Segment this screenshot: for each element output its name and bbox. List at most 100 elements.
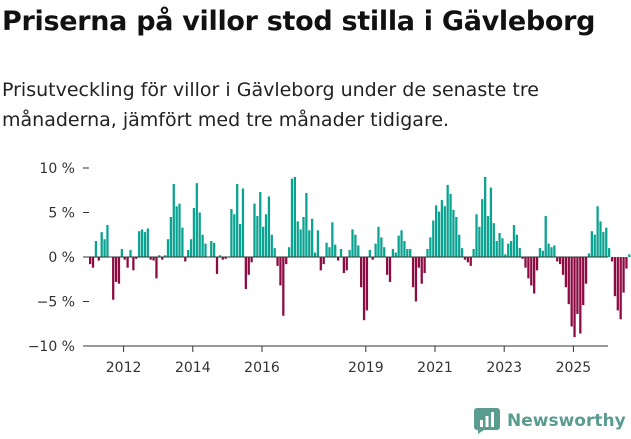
bar <box>426 248 429 257</box>
bar <box>224 257 227 259</box>
newsworthy-logo-icon <box>474 408 500 434</box>
bar <box>132 257 135 271</box>
bar <box>538 248 542 257</box>
x-tick-label: 2014 <box>175 360 211 376</box>
bar <box>345 257 348 271</box>
bar <box>267 196 271 257</box>
bar <box>143 232 147 257</box>
bar <box>608 248 611 257</box>
bar <box>486 216 490 257</box>
bar <box>391 248 395 257</box>
bar <box>435 205 438 257</box>
bar <box>605 227 608 257</box>
bar <box>360 257 363 288</box>
bar <box>567 257 570 305</box>
bar <box>509 240 513 257</box>
bar <box>161 257 164 260</box>
bar <box>524 257 527 268</box>
bar <box>103 239 106 257</box>
y-tick-label: 0 % <box>48 250 75 266</box>
bar <box>443 206 446 257</box>
bar <box>351 229 354 257</box>
bar <box>394 252 397 257</box>
bar <box>429 237 432 257</box>
bar <box>230 208 233 257</box>
bar-chart: 10 % 5 % 0 % −5 % −10 % 2012 2014 2016 2019 2021… <box>28 161 631 376</box>
bar <box>507 243 510 257</box>
bar <box>342 257 346 274</box>
x-tick-label: 2012 <box>106 360 142 376</box>
bar <box>440 200 444 257</box>
bar <box>625 257 628 269</box>
bar <box>628 254 631 257</box>
bar <box>570 257 573 327</box>
x-tick-label: 2023 <box>486 360 522 376</box>
bar <box>475 214 478 257</box>
bar <box>406 248 409 257</box>
bar <box>114 257 118 282</box>
bar <box>204 243 207 257</box>
bar <box>163 255 167 257</box>
bar <box>489 187 493 257</box>
bar <box>270 234 273 257</box>
bar <box>189 239 193 257</box>
bar <box>184 257 187 262</box>
bar <box>458 234 461 257</box>
bar <box>498 232 501 257</box>
bar <box>166 239 170 257</box>
bar <box>313 252 317 257</box>
bar <box>449 193 452 257</box>
bar <box>311 218 314 257</box>
bars-group <box>89 176 631 338</box>
bar <box>388 257 392 282</box>
bar <box>409 248 412 257</box>
x-tick-label: 2025 <box>556 360 592 376</box>
bar <box>250 257 253 263</box>
bar <box>501 238 504 257</box>
bar <box>512 224 516 257</box>
bar <box>619 257 622 320</box>
bar <box>561 257 565 275</box>
bar <box>365 257 369 311</box>
bar <box>371 257 374 260</box>
bar <box>481 199 484 257</box>
bar <box>146 228 149 257</box>
bar <box>556 257 559 262</box>
bar <box>198 212 201 257</box>
brand-name: Newsworthy <box>507 411 626 431</box>
bar <box>550 247 553 257</box>
bar <box>325 242 328 257</box>
bar <box>533 257 536 294</box>
bar <box>322 257 325 265</box>
bar <box>541 250 544 257</box>
bar <box>262 226 265 257</box>
bar <box>599 221 602 257</box>
bar <box>155 257 158 279</box>
bar <box>420 257 423 284</box>
bar <box>158 255 161 257</box>
bar <box>478 226 481 257</box>
bar <box>466 257 469 263</box>
bar <box>547 243 550 257</box>
bar <box>106 224 109 257</box>
bar <box>276 257 279 266</box>
bar <box>377 226 380 257</box>
bar <box>273 248 276 257</box>
bar <box>264 214 268 257</box>
bar <box>446 184 449 257</box>
bar <box>400 230 403 257</box>
bar <box>299 229 302 257</box>
bar <box>256 216 259 257</box>
bar <box>484 176 487 257</box>
bar <box>339 248 343 257</box>
bar <box>218 255 222 257</box>
bar <box>452 209 455 257</box>
bar <box>354 234 357 257</box>
bar <box>236 184 239 257</box>
x-tick-label: 2021 <box>417 360 453 376</box>
bar <box>316 230 320 257</box>
bar <box>140 229 144 257</box>
bar <box>259 192 262 257</box>
bar <box>553 245 556 257</box>
bar <box>94 240 98 257</box>
